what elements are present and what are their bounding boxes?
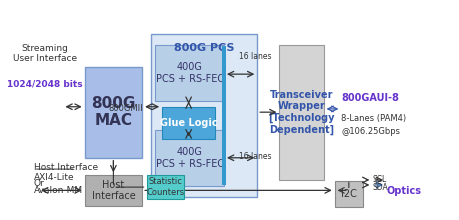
FancyBboxPatch shape bbox=[155, 130, 224, 186]
Text: Avalon-MM: Avalon-MM bbox=[34, 186, 83, 195]
FancyBboxPatch shape bbox=[146, 175, 184, 199]
Text: 400G
PCS + RS-FEC: 400G PCS + RS-FEC bbox=[155, 62, 224, 84]
FancyBboxPatch shape bbox=[151, 34, 257, 197]
Text: 1024/2048 bits: 1024/2048 bits bbox=[7, 79, 83, 88]
Text: Host Interface: Host Interface bbox=[34, 163, 98, 172]
Text: Optics: Optics bbox=[386, 187, 421, 196]
FancyBboxPatch shape bbox=[84, 175, 142, 205]
Text: 16 lanes: 16 lanes bbox=[239, 52, 271, 61]
Text: 800G
MAC: 800G MAC bbox=[91, 96, 135, 128]
FancyBboxPatch shape bbox=[84, 67, 142, 158]
Text: 16 lanes: 16 lanes bbox=[239, 152, 271, 161]
FancyBboxPatch shape bbox=[162, 107, 215, 139]
Text: AXI4-Lite: AXI4-Lite bbox=[34, 173, 74, 182]
Text: Host
Interface: Host Interface bbox=[91, 180, 135, 201]
FancyBboxPatch shape bbox=[279, 45, 323, 180]
FancyBboxPatch shape bbox=[155, 45, 224, 101]
Text: Statistic
Counters: Statistic Counters bbox=[146, 177, 184, 197]
Text: 800GMII: 800GMII bbox=[108, 104, 143, 114]
Text: Or: Or bbox=[34, 179, 45, 188]
Text: Glue Logic: Glue Logic bbox=[159, 118, 217, 128]
Text: 800G PCS: 800G PCS bbox=[174, 43, 234, 53]
Text: @106.25Gbps: @106.25Gbps bbox=[341, 127, 399, 136]
Text: SCL: SCL bbox=[371, 175, 386, 184]
Text: Streaming
User Interface: Streaming User Interface bbox=[13, 44, 77, 63]
FancyBboxPatch shape bbox=[334, 181, 363, 207]
Text: 400G
PCS + RS-FEC: 400G PCS + RS-FEC bbox=[155, 147, 224, 169]
Text: 8-Lanes (PAM4): 8-Lanes (PAM4) bbox=[341, 114, 406, 123]
FancyBboxPatch shape bbox=[222, 46, 226, 185]
Text: Transceiver
Wrapper
[Technology
Dependent]: Transceiver Wrapper [Technology Dependen… bbox=[268, 90, 334, 135]
Text: SDA: SDA bbox=[371, 183, 387, 192]
Text: I2C: I2C bbox=[341, 189, 356, 199]
Text: 800GAUI-8: 800GAUI-8 bbox=[341, 93, 398, 103]
